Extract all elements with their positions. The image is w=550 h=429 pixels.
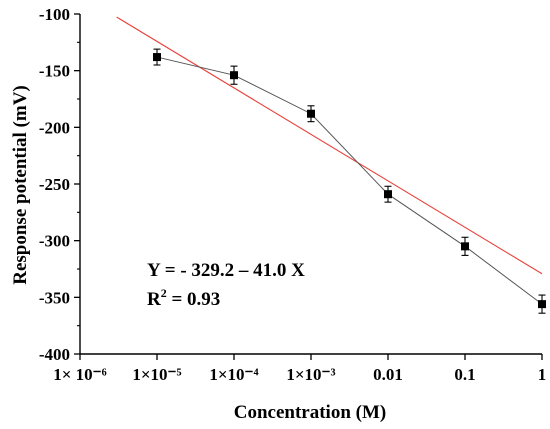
- data-point-marker: [384, 190, 392, 199]
- x-tick-label: 1×10⁻⁴: [209, 365, 258, 384]
- data-point-marker: [461, 242, 469, 251]
- x-axis-title: Concentration (M): [234, 402, 387, 423]
- y-tick-label: -300: [39, 232, 70, 251]
- y-tick-label: -350: [39, 288, 70, 307]
- r-squared-label: R2 = 0.93: [147, 286, 220, 310]
- x-tick-label: 1× 10⁻⁶: [53, 365, 107, 384]
- y-axis-title: Response potential (mV): [10, 85, 31, 285]
- x-tick-label: 0.1: [454, 365, 475, 384]
- data-point-marker: [230, 71, 238, 80]
- y-tick-label: -200: [39, 118, 70, 137]
- fit-line: [116, 16, 543, 275]
- y-tick-label: -150: [39, 62, 70, 81]
- fit-equation-label: Y = - 329.2 – 41.0 X: [147, 260, 305, 281]
- x-tick-label: 0.01: [373, 365, 403, 384]
- r-squared-symbol: R: [147, 289, 161, 310]
- data-point-marker: [153, 53, 161, 62]
- r-squared-superscript: 2: [161, 286, 167, 300]
- data-point-marker: [538, 300, 546, 309]
- y-tick-label: -400: [39, 345, 70, 364]
- series-line: [156, 56, 543, 305]
- data-point-marker: [307, 109, 315, 118]
- r-squared-value: = 0.93: [167, 289, 221, 310]
- y-tick-label: -250: [39, 175, 70, 194]
- x-tick-label: 1: [538, 365, 547, 384]
- y-tick-label: -100: [39, 5, 70, 24]
- x-tick-label: 1×10⁻³: [286, 365, 335, 384]
- x-tick-label: 1×10⁻⁵: [132, 365, 181, 384]
